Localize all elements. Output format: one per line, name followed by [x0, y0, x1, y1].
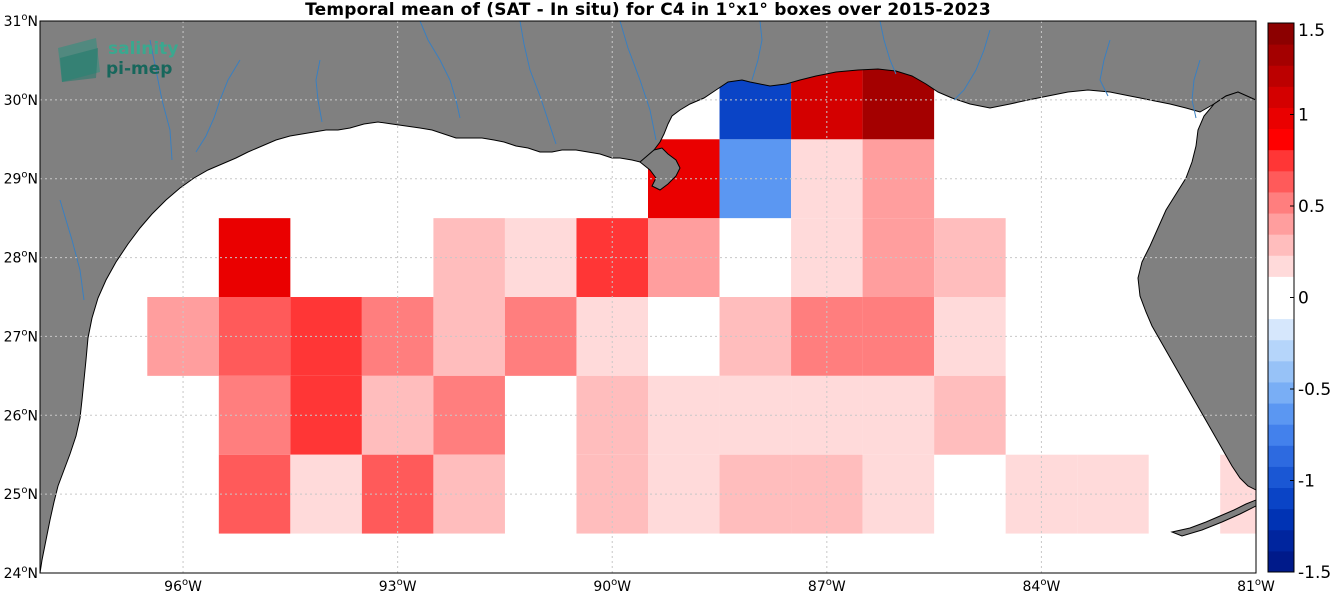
river — [751, 21, 763, 81]
x-axis-labels: 96oW 93oW 90oW 87oW 84oW 81oW — [164, 577, 1275, 594]
x-tick-label: 93oW — [379, 577, 417, 594]
x-tick-label: 96oW — [164, 577, 202, 594]
colorbar-segment — [1268, 107, 1294, 130]
x-tick-label: 84oW — [1023, 577, 1061, 594]
colorbar-segment — [1268, 128, 1294, 151]
logo-line2: pi-mep — [106, 59, 172, 79]
colorbar-tick-label: 0 — [1298, 289, 1309, 309]
heatmap-cell — [862, 375, 935, 455]
colorbar-segment — [1268, 445, 1294, 467]
heatmap-cell — [1077, 454, 1149, 534]
north-coast-land — [40, 21, 1256, 573]
heatmap-cell — [433, 218, 505, 297]
y-tick-label: 30oN — [4, 91, 38, 109]
river — [419, 21, 461, 119]
colorbar-tick-label: -1.5 — [1298, 563, 1331, 583]
colorbar-tick-label: 1.5 — [1298, 21, 1325, 41]
heatmap-cell — [862, 297, 935, 376]
river — [195, 59, 241, 153]
river — [879, 21, 897, 75]
colorbar-segment — [1268, 44, 1294, 66]
heatmap-cell — [862, 139, 935, 219]
river — [1191, 59, 1201, 119]
y-tick-label: 27oN — [4, 327, 38, 345]
colorbar-segment — [1268, 255, 1294, 277]
heatmap-cell — [218, 375, 291, 455]
colorbar-tick-label: 1 — [1298, 106, 1309, 126]
river — [315, 59, 323, 123]
colorbar-segment — [1268, 23, 1294, 45]
colorbar-tick-label: -1 — [1298, 472, 1315, 492]
y-tick-label: 24oN — [4, 564, 38, 582]
colorbar — [1267, 22, 1295, 573]
colorbar-segment — [1268, 191, 1294, 214]
y-tick-label: 31oN — [4, 12, 38, 30]
colorbar-segment — [1268, 170, 1294, 193]
colorbar-segment — [1268, 403, 1294, 425]
colorbar-segment — [1268, 234, 1294, 256]
y-axis-labels: 24oN 25oN 26oN 27oN 28oN 29oN 30oN 31oN — [4, 12, 38, 582]
colorbar-segment — [1268, 550, 1294, 573]
colorbar-segment — [1268, 297, 1294, 320]
colorbar-segment — [1268, 213, 1294, 235]
colorbar-segment — [1268, 276, 1294, 298]
x-tick-label: 87oW — [808, 577, 846, 594]
heatmap-cell — [433, 375, 505, 455]
heatmap-cell — [433, 454, 505, 534]
map-frame — [39, 20, 1257, 574]
colorbar-segment — [1268, 318, 1294, 341]
heatmap-cell — [218, 454, 291, 534]
river — [953, 29, 991, 101]
florida-peninsula-land — [1137, 91, 1256, 491]
colorbar-labels: 1.5 1 0.5 0 -0.5 -1 -1.5 — [1290, 21, 1331, 583]
colorbar-segment — [1268, 466, 1294, 489]
heatmap-cell — [934, 375, 1006, 455]
colorbar-segment — [1268, 65, 1294, 87]
river — [59, 199, 85, 301]
heatmap-cell — [934, 218, 1006, 297]
colorbar-segment — [1268, 424, 1294, 446]
colorbar-segment — [1268, 360, 1294, 383]
colorbar-tick-label: 0.5 — [1298, 197, 1325, 217]
river — [619, 21, 657, 141]
river — [519, 21, 557, 145]
colorbar-tick-label: -0.5 — [1298, 380, 1331, 400]
colorbar-segment — [1268, 381, 1294, 404]
florida-keys — [1170, 499, 1256, 537]
heatmap-cell — [218, 218, 291, 297]
map-title: Temporal mean of (SAT - In situ) for C4 … — [305, 0, 991, 20]
y-tick-label: 28oN — [4, 249, 38, 267]
colorbar-segment — [1268, 529, 1294, 552]
y-tick-label: 25oN — [4, 485, 38, 503]
colorbar-segment — [1268, 86, 1294, 108]
rivers-layer — [59, 21, 1201, 301]
x-tick-label: 81oW — [1237, 577, 1275, 594]
heatmap-cell — [648, 454, 720, 534]
colorbar-segment — [1268, 487, 1294, 510]
x-tick-label: 90oW — [593, 577, 631, 594]
heatmap-cell — [934, 297, 1006, 376]
heatmap-cell — [218, 297, 291, 376]
salinity-pi-mep-logo: salinity pi-mep — [58, 38, 178, 82]
heatmap-cell — [862, 218, 935, 297]
heatmap-cell — [648, 297, 720, 376]
colorbar-segment — [1268, 339, 1294, 362]
heatmap-cell — [862, 454, 935, 534]
y-tick-label: 29oN — [4, 170, 38, 188]
logo-line1: salinity — [108, 39, 178, 59]
logo-emblem-icon — [60, 48, 98, 82]
heatmap-cell — [648, 375, 720, 455]
heatmap-cell — [648, 218, 720, 297]
y-tick-label: 26oN — [4, 406, 38, 424]
colorbar-segment — [1268, 149, 1294, 172]
colorbar-segment — [1268, 508, 1294, 531]
river — [1099, 39, 1111, 97]
mississippi-delta-land — [639, 147, 681, 191]
heatmap-cell — [433, 297, 505, 376]
land-layer — [40, 21, 1256, 573]
